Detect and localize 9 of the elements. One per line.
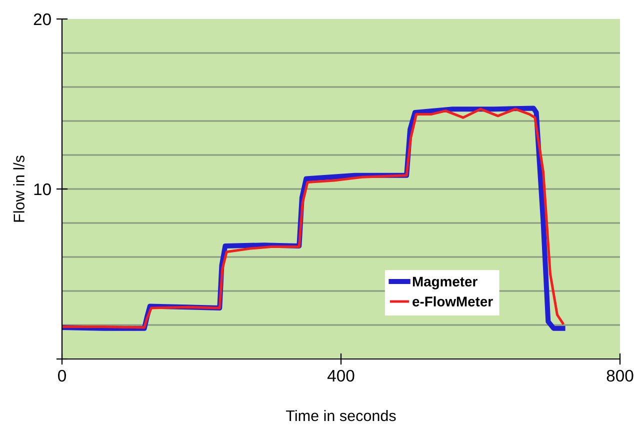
y-tick-label: 10 — [34, 183, 51, 196]
x-tick-label: 0 — [58, 370, 66, 382]
legend-label: e-FlowMeter — [412, 296, 493, 306]
y-tick-label: 20 — [34, 13, 51, 26]
x-tick-label: 800 — [606, 370, 634, 382]
x-axis-title: Time in seconds — [286, 410, 396, 422]
x-tick-label: 400 — [327, 370, 354, 382]
legend-label: Magmeter — [412, 276, 478, 290]
y-axis-title: Flow in l/s — [13, 156, 24, 222]
